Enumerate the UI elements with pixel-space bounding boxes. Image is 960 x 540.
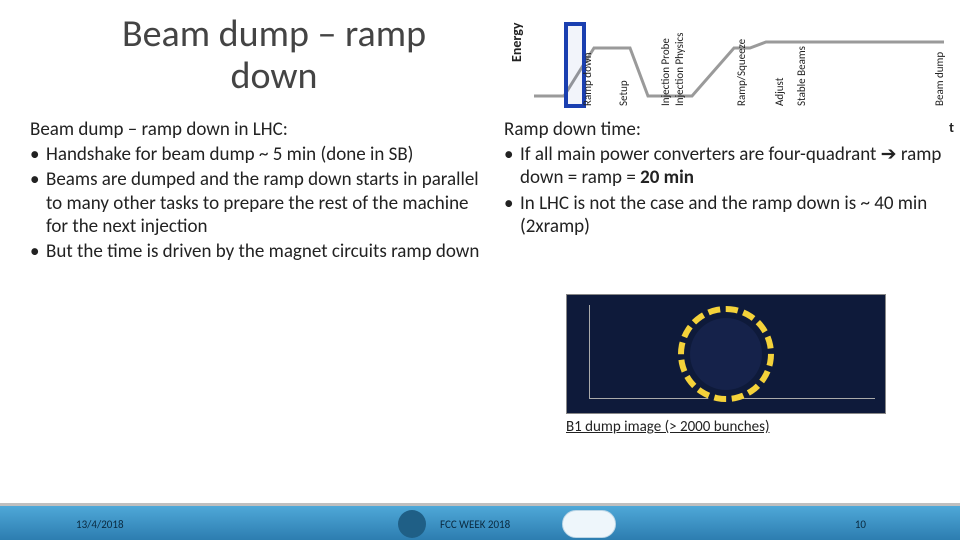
chart-phase-label: Injection Probe	[659, 38, 672, 106]
fcc-logo-icon	[562, 510, 616, 538]
dump-image-caption: B1 dump image (> 2000 bunches)	[566, 418, 950, 436]
slide-title: Beam dump – ramp down	[94, 14, 454, 98]
footer-page: 10	[855, 518, 866, 531]
chart-phase-label: Ramp down	[581, 53, 594, 106]
dump-image-ring	[678, 306, 774, 402]
right-lead: Ramp down time:	[504, 118, 944, 141]
energy-vs-time-chart: Energy t Ramp downSetupInjection ProbeIn…	[534, 18, 952, 112]
right-bullets: If all main power converters are four-qu…	[504, 143, 944, 238]
footer-center: FCC WEEK 2018	[440, 518, 510, 531]
chart-ylabel: Energy	[508, 23, 525, 62]
dump-image	[566, 294, 886, 414]
list-item: But the time is driven by the magnet cir…	[30, 240, 486, 263]
right-column: Ramp down time: If all main power conver…	[504, 118, 944, 240]
chart-phase-label: Ramp/Squeeze	[735, 39, 748, 106]
list-item: If all main power converters are four-qu…	[504, 143, 944, 189]
cern-logo-icon	[398, 510, 426, 538]
chart-phase-label: Adjust	[773, 78, 786, 106]
left-lead: Beam dump – ramp down in LHC:	[30, 118, 486, 141]
chart-phase-label: Setup	[617, 80, 630, 106]
left-column: Beam dump – ramp down in LHC: Handshake …	[30, 118, 486, 265]
list-item: In LHC is not the case and the ramp down…	[504, 192, 944, 238]
list-item: Handshake for beam dump ~ 5 min (done in…	[30, 143, 486, 166]
left-bullets: Handshake for beam dump ~ 5 min (done in…	[30, 143, 486, 263]
chart-phase-label: Stable Beams	[795, 46, 808, 106]
chart-phase-label: Beam dump	[933, 52, 946, 106]
slide: Beam dump – ramp down Energy t Ramp down…	[0, 0, 960, 540]
footer-date: 13/4/2018	[76, 518, 124, 531]
list-item: Beams are dumped and the ramp down start…	[30, 168, 486, 238]
chart-phase-label: Injection Physics	[673, 33, 686, 106]
chart-taxis-label: t	[949, 119, 954, 136]
